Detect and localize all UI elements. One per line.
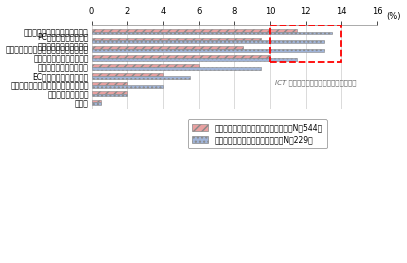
Bar: [92, 55, 270, 58]
Bar: [270, 25, 341, 62]
Bar: [92, 91, 127, 94]
Bar: [92, 82, 127, 85]
Bar: [92, 49, 324, 52]
Bar: [92, 41, 324, 43]
Bar: [92, 100, 101, 102]
Legend: 既存ビジネス成長の要因（複数回答、N＝544）, 新規事業創出の要因（複数回答、N＝229）: 既存ビジネス成長の要因（複数回答、N＝544）, 新規事業創出の要因（複数回答、…: [188, 119, 326, 148]
Bar: [92, 67, 261, 70]
Bar: [92, 38, 261, 41]
Bar: [92, 29, 297, 32]
Bar: [92, 64, 199, 67]
Bar: [92, 85, 163, 88]
Text: (%): (%): [386, 12, 400, 21]
Bar: [92, 32, 333, 34]
Bar: [92, 102, 101, 105]
Bar: [92, 58, 297, 61]
Bar: [92, 94, 127, 97]
Bar: [92, 73, 163, 76]
Text: ICT は特に新規事業の創出に効果がある: ICT は特に新規事業の創出に効果がある: [276, 80, 357, 86]
Bar: [92, 46, 243, 49]
Bar: [92, 76, 190, 79]
